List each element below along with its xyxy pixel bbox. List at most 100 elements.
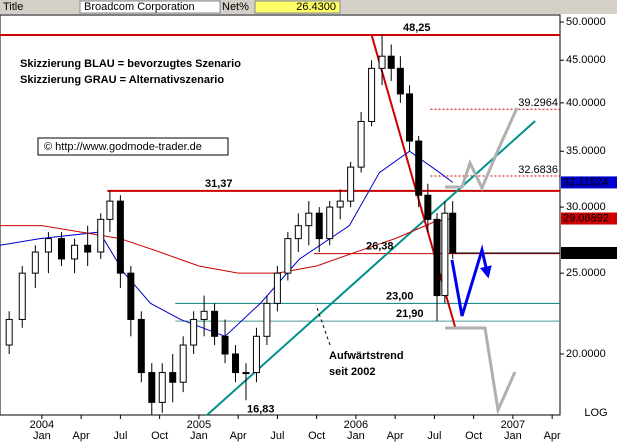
- x-tick-label: Jan: [190, 430, 208, 442]
- candle-body: [441, 212, 449, 297]
- gray-scenario: [445, 107, 519, 192]
- value-box: [561, 176, 617, 189]
- x-tick-label: Jul: [270, 430, 284, 442]
- candle-body: [97, 218, 105, 253]
- candle-body: [200, 310, 208, 320]
- x-tick-label: Jan: [347, 430, 365, 442]
- candle-body: [357, 120, 365, 168]
- candle-body: [179, 344, 187, 383]
- level-label: 48,25: [403, 22, 431, 34]
- candle-body: [387, 55, 395, 69]
- y-tick-label: 20.0000: [566, 348, 606, 360]
- candle-body: [449, 212, 457, 254]
- year-label: 2005: [187, 419, 211, 431]
- y-tick-label: 25.0000: [566, 267, 606, 279]
- y-tick-label: 30.0000: [566, 201, 606, 213]
- candle-body: [378, 55, 386, 69]
- candle-body: [326, 206, 334, 240]
- value-box: [561, 212, 617, 225]
- x-tick-label: Apr: [544, 430, 561, 442]
- candle-body: [347, 166, 355, 202]
- trend-line: [205, 120, 536, 415]
- moving-average: [0, 218, 453, 274]
- candle-body: [424, 194, 432, 220]
- candle-body: [44, 238, 52, 253]
- x-tick-label: Jan: [33, 430, 51, 442]
- candle-body: [284, 238, 292, 274]
- price-box: [254, 0, 341, 14]
- y-tick-label: 40.0000: [566, 97, 606, 109]
- x-tick-label: Apr: [387, 430, 404, 442]
- candle-body: [415, 140, 423, 196]
- blue-scenario: [450, 244, 492, 317]
- year-label: 2006: [344, 419, 368, 431]
- x-tick-label: Oct: [308, 430, 325, 442]
- source: © http://www.godmode-trader.de: [44, 141, 202, 153]
- candle-body: [127, 272, 135, 320]
- scale-label: LOG: [584, 407, 607, 419]
- x-tick-label: Apr: [230, 430, 247, 442]
- y-tick-label: 35.0000: [566, 145, 606, 157]
- candle-body: [211, 310, 219, 337]
- target-label: 32.6836: [518, 164, 558, 176]
- level-label: 16,83: [247, 403, 275, 415]
- x-tick-label: Apr: [73, 430, 90, 442]
- candle-body: [368, 67, 376, 122]
- candle-body: [169, 372, 177, 383]
- annotation: Aufwärtstrend: [329, 350, 404, 362]
- value-box-label: 29.06892: [563, 212, 609, 224]
- y-tick-label: 45.0000: [566, 54, 606, 66]
- candle-body: [5, 318, 13, 346]
- value-box: [561, 246, 617, 259]
- level-label: 21,90: [396, 308, 424, 320]
- candle-body: [158, 372, 166, 403]
- candle-body: [294, 225, 302, 240]
- value-box-label: 26.4300: [563, 247, 603, 259]
- value-box-label: 32.11524: [563, 176, 608, 188]
- x-tick-label: Jan: [504, 430, 522, 442]
- header-name: Broadcom Corporation: [84, 1, 195, 13]
- candle-body: [106, 200, 114, 220]
- candle-body: [336, 200, 344, 208]
- note: Skizzierung GRAU = Alternativszenario: [20, 74, 224, 86]
- x-tick-label: Jul: [113, 430, 127, 442]
- gray-scenario: [445, 326, 517, 416]
- x-tick-label: Oct: [151, 430, 168, 442]
- target-label: 39.2964: [518, 97, 558, 109]
- annotation: seit 2002: [329, 366, 375, 378]
- level-label: 23,00: [386, 290, 414, 302]
- candle-body: [137, 318, 145, 374]
- level-label: 26,38: [366, 241, 394, 253]
- candle-body: [116, 200, 124, 274]
- candle-body: [18, 272, 26, 320]
- y-tick-label: 50.0000: [566, 16, 606, 28]
- leader-line: [315, 304, 331, 346]
- note: Skizzierung BLAU = bevorzugtes Szenario: [20, 58, 241, 70]
- candle-body: [305, 212, 313, 227]
- header-field: Net%: [222, 1, 249, 13]
- candle-body: [263, 302, 271, 337]
- candle-body: [31, 251, 39, 274]
- candle-body: [252, 335, 260, 374]
- candle-body: [190, 318, 198, 346]
- x-tick-label: Oct: [465, 430, 482, 442]
- year-label: 2007: [501, 419, 525, 431]
- candle-body: [273, 272, 281, 304]
- header-price: 26.4300: [296, 1, 336, 13]
- candle-body: [242, 372, 250, 375]
- candle-body: [232, 353, 240, 374]
- name-box: [79, 0, 221, 14]
- year-label: 2004: [30, 419, 54, 431]
- candle-body: [406, 93, 414, 142]
- candle-body: [57, 238, 65, 260]
- candle-body: [396, 67, 404, 95]
- source-box: [37, 137, 229, 156]
- header-title: Title: [3, 1, 23, 13]
- candle-body: [315, 212, 323, 240]
- candle-body: [148, 372, 156, 403]
- candle-body: [221, 335, 229, 355]
- candle-body: [84, 244, 92, 253]
- level-label: 31,37: [205, 178, 233, 190]
- candle-body: [433, 218, 441, 297]
